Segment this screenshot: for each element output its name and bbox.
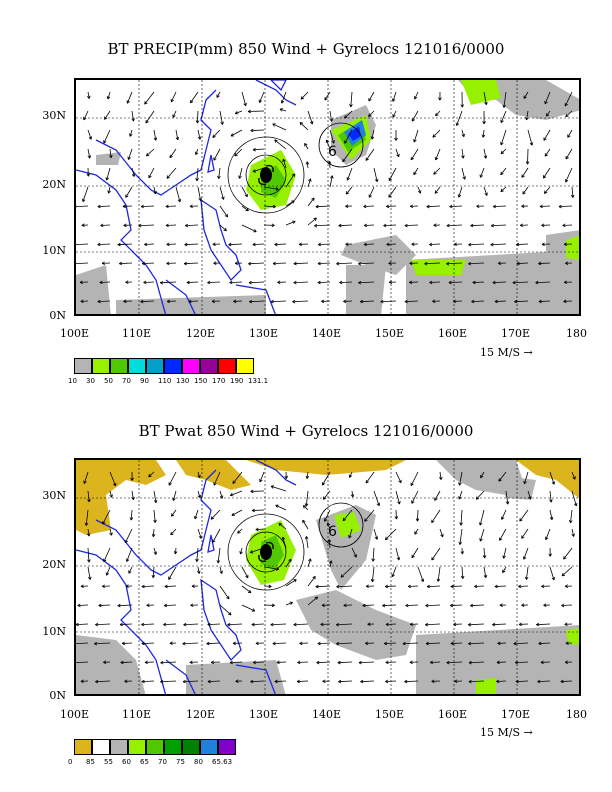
- colorbar-swatch: [110, 739, 128, 755]
- panel1-ylabel-0n: 0N: [49, 309, 66, 322]
- panel2-ref-vector: 15 M/S →: [480, 726, 533, 739]
- precip-map: 6: [74, 78, 581, 316]
- colorbar-swatch: [74, 739, 92, 755]
- precip-blue-core: [344, 120, 366, 146]
- colorbar-swatch: [164, 358, 182, 374]
- colorbar-label: 130: [176, 377, 190, 385]
- panel2-xlabel: 100E: [60, 708, 90, 721]
- panel2-xlabel: 140E: [312, 708, 342, 721]
- pwat-map-canvas: 6: [76, 460, 579, 694]
- colorbar-label: 0: [68, 758, 73, 766]
- colorbar-label: 131.1: [248, 377, 269, 385]
- colorbar-label: 90: [140, 377, 149, 385]
- colorbar-swatch: [218, 739, 236, 755]
- colorbar-swatch: [164, 739, 182, 755]
- colorbar-swatch: [92, 358, 110, 374]
- panel2-colorbar-labels: 0 85 55 60 65 70 75 80 65.63: [68, 758, 368, 768]
- colorbar-swatch: [218, 358, 236, 374]
- colorbar-label: 75: [176, 758, 185, 766]
- colorbar-label: 110: [158, 377, 172, 385]
- panel1-xlabel: 170E: [501, 327, 531, 340]
- coastlines: [76, 80, 297, 314]
- panel1-xlabel: 160E: [438, 327, 468, 340]
- panel2-xlabel: 130E: [249, 708, 279, 721]
- colorbar-label: 70: [158, 758, 167, 766]
- pwat-gyre-circles: [227, 502, 364, 591]
- colorbar-label: 50: [104, 377, 113, 385]
- colorbar-label: 30: [86, 377, 95, 385]
- panel1-ref-vector: 15 M/S →: [480, 346, 533, 359]
- colorbar-label: 10: [68, 377, 77, 385]
- pwat-coastlines: [76, 460, 297, 694]
- panel1-title: BT PRECIP(mm) 850 Wind + Gyrelocs 121016…: [107, 40, 505, 58]
- wind-vectors: [76, 91, 575, 304]
- gyre-circles: [227, 122, 364, 214]
- colorbar-swatch: [92, 739, 110, 755]
- pwat-typhoon-symbol-2: 6: [328, 524, 337, 540]
- colorbar-label: 55: [104, 758, 113, 766]
- colorbar-swatch: [74, 358, 92, 374]
- colorbar-label: 65.63: [212, 758, 233, 766]
- colorbar-swatch: [110, 358, 128, 374]
- panel1-ylabel-30n: 30N: [42, 109, 66, 122]
- panel2-xlabel: 170E: [501, 708, 531, 721]
- colorbar-label: 150: [194, 377, 208, 385]
- panel1-colorbar-labels: 10 30 50 70 90 110 130 150 170 190 131.1: [68, 377, 368, 387]
- colorbar-label: 170: [212, 377, 226, 385]
- panel1-ylabel-20n: 20N: [42, 178, 66, 191]
- colorbar-swatch: [236, 358, 254, 374]
- colorbar-label: 65: [140, 758, 149, 766]
- panel1-ylabel-10n: 10N: [42, 244, 66, 257]
- colorbar-swatch: [200, 739, 218, 755]
- panel2-xlabel: 110E: [122, 708, 152, 721]
- colorbar-swatch: [146, 358, 164, 374]
- typhoon-symbol-2: 6: [328, 144, 337, 160]
- colorbar-swatch: [146, 739, 164, 755]
- colorbar-swatch: [182, 358, 200, 374]
- panel2-colorbar: [74, 739, 236, 755]
- colorbar-swatch: [128, 739, 146, 755]
- colorbar-label: 80: [194, 758, 203, 766]
- pwat-gridlines: [76, 460, 579, 694]
- colorbar-swatch: [200, 358, 218, 374]
- precip-map-canvas: 6: [76, 80, 579, 314]
- colorbar-swatch: [128, 358, 146, 374]
- typhoon-symbol-1: [258, 164, 274, 186]
- panel2-title: BT Pwat 850 Wind + Gyrelocs 121016/0000: [138, 422, 474, 440]
- panel1-xlabel: 130E: [249, 327, 279, 340]
- panel2-ylabel-20n: 20N: [42, 558, 66, 571]
- panel1-xlabel: 110E: [122, 327, 152, 340]
- panel1-xlabel: 150E: [375, 327, 405, 340]
- panel2-ylabel-0n: 0N: [49, 689, 66, 702]
- pwat-gold-areas: [76, 460, 579, 535]
- panel2-xlabel: 160E: [438, 708, 468, 721]
- panel2-xlabel: 120E: [186, 708, 216, 721]
- panel2-xlabel: 180: [566, 708, 587, 721]
- pwat-gray-areas: [76, 460, 579, 694]
- colorbar-label: 70: [122, 377, 131, 385]
- panel1-xlabel: 120E: [186, 327, 216, 340]
- panel2-ylabel-10n: 10N: [42, 625, 66, 638]
- colorbar-label: 85: [86, 758, 95, 766]
- gridlines: [76, 80, 579, 314]
- panel1-xlabel: 140E: [312, 327, 342, 340]
- panel2-xlabel: 150E: [375, 708, 405, 721]
- pwat-darkgreen-areas: [261, 535, 284, 570]
- colorbar-label: 190: [230, 377, 244, 385]
- panel1-colorbar: [74, 358, 254, 374]
- panel1-xlabel: 180: [566, 327, 587, 340]
- panel2-ylabel-30n: 30N: [42, 489, 66, 502]
- colorbar-label: 60: [122, 758, 131, 766]
- precip-gray-areas: [76, 80, 579, 314]
- pwat-map: 6: [74, 458, 581, 696]
- panel1-xlabel: 100E: [60, 327, 90, 340]
- pwat-wind-vectors: [76, 471, 578, 684]
- colorbar-swatch: [182, 739, 200, 755]
